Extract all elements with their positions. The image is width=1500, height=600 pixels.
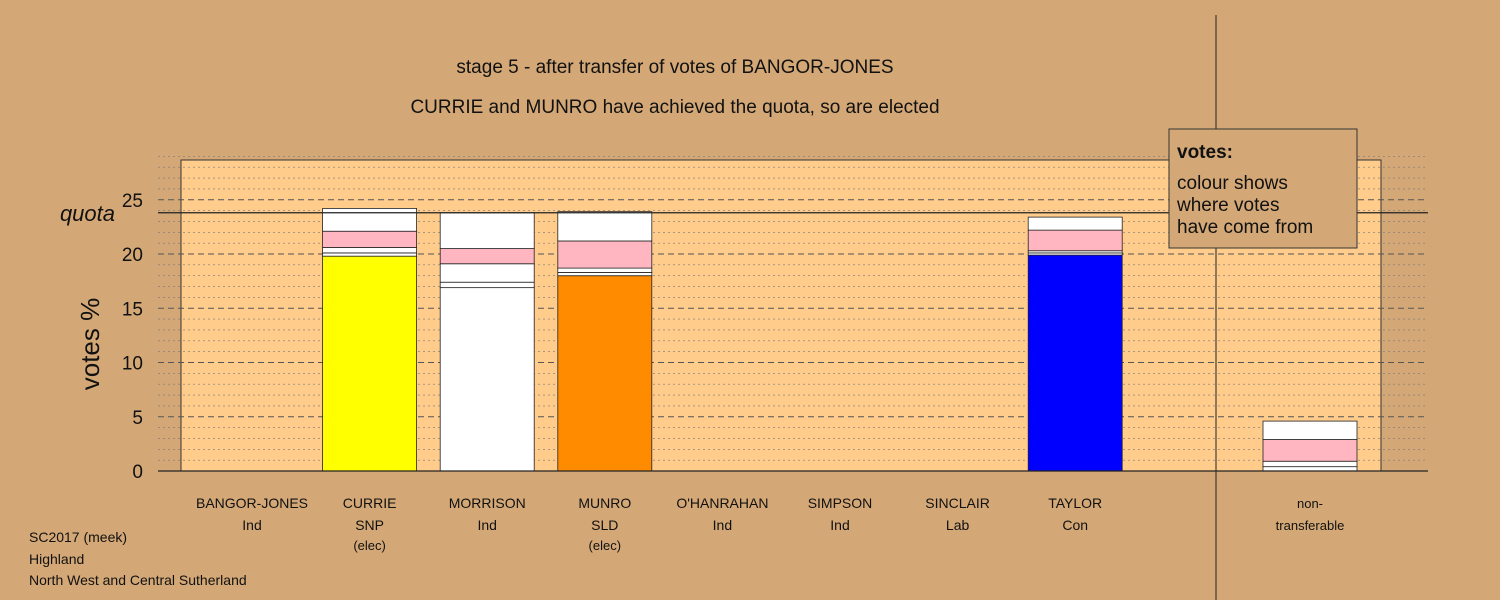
candidate-name: CURRIE: [343, 495, 397, 511]
nontransferable-label-1: non-: [1297, 496, 1323, 511]
candidate-name: BANGOR-JONES: [196, 495, 308, 511]
chart-title: stage 5 - after transfer of votes of BAN…: [456, 57, 893, 78]
candidate-status: (elec): [589, 538, 622, 553]
legend-line-1: colour shows: [1177, 173, 1288, 194]
candidate-party: Ind: [830, 517, 849, 533]
footer-line-1: SC2017 (meek): [29, 529, 127, 545]
y-tick-label: 5: [132, 408, 143, 429]
bar-nontransferable-segment-3: [1262, 420, 1358, 440]
y-tick-label: 25: [122, 191, 143, 212]
bar-morrison-segment-2: [439, 263, 535, 283]
candidate-name: TAYLOR: [1048, 495, 1102, 511]
candidate-name: O'HANRAHAN: [676, 495, 768, 511]
bar-nontransferable-segment-1: [1262, 460, 1358, 468]
bar-morrison-segment-0: [439, 287, 535, 472]
quota-label: quota: [60, 201, 115, 226]
bar-nontransferable-segment-0: [1262, 466, 1358, 472]
candidate-name: MORRISON: [449, 495, 526, 511]
legend: votes: colour shows where votes have com…: [1168, 128, 1358, 249]
candidate-name: SIMPSON: [808, 495, 873, 511]
candidate-name: SINCLAIR: [925, 495, 990, 511]
bar-currie-segment-0: [322, 255, 418, 472]
y-tick-label: 20: [122, 245, 143, 266]
x-labels: BANGOR-JONES Ind CURRIE SNP (elec) MORRISON In…: [196, 495, 1344, 553]
bar-taylor-segment-3: [1027, 229, 1123, 252]
y-ticks: 0 5 10 15 20 25: [122, 191, 143, 483]
bar-currie-segment-3: [322, 230, 418, 248]
legend-line-2: where votes: [1176, 195, 1279, 216]
bar-munro-segment-0: [557, 275, 653, 472]
candidate-party: Lab: [946, 517, 970, 533]
bars: [322, 208, 1358, 472]
candidate-name: MUNRO: [578, 495, 631, 511]
candidate-status: (elec): [353, 538, 386, 553]
bar-taylor-segment-0: [1027, 254, 1123, 472]
bar-currie-segment-4: [322, 208, 418, 232]
candidate-party: Con: [1062, 517, 1088, 533]
bar-munro-segment-3: [557, 240, 653, 269]
candidate-party: Ind: [477, 517, 496, 533]
bar-munro-segment-1: [557, 272, 653, 277]
bar-morrison-segment-1: [439, 281, 535, 289]
candidate-party: SNP: [355, 517, 384, 533]
candidate-party: Ind: [242, 517, 261, 533]
candidate-party: SLD: [591, 517, 618, 533]
bar-morrison-segment-3: [439, 248, 535, 265]
chart-subtitle: CURRIE and MUNRO have achieved the quota…: [410, 97, 939, 118]
y-tick-label: 0: [132, 462, 143, 483]
footer-line-3: North West and Central Sutherland: [29, 572, 247, 588]
footer: SC2017 (meek) Highland North West and Ce…: [29, 529, 247, 588]
y-tick-label: 15: [122, 299, 143, 320]
candidate-party: Ind: [713, 517, 732, 533]
bar-taylor-segment-4: [1027, 216, 1123, 231]
footer-line-2: Highland: [29, 551, 84, 567]
bar-morrison-segment-4: [439, 212, 535, 249]
legend-line-3: have come from: [1177, 217, 1313, 238]
bar-munro-segment-2: [557, 267, 653, 273]
bar-munro-segment-4: [557, 211, 653, 242]
nontransferable-label-2: transferable: [1276, 518, 1345, 533]
bar-currie-segment-2: [322, 247, 418, 254]
legend-title: votes:: [1177, 142, 1233, 163]
y-tick-label: 10: [122, 354, 143, 375]
bar-nontransferable-segment-2: [1262, 439, 1358, 462]
bar-currie-segment-1: [322, 252, 418, 257]
legend-box: [1168, 128, 1358, 249]
y-axis-label: votes %: [75, 298, 105, 391]
